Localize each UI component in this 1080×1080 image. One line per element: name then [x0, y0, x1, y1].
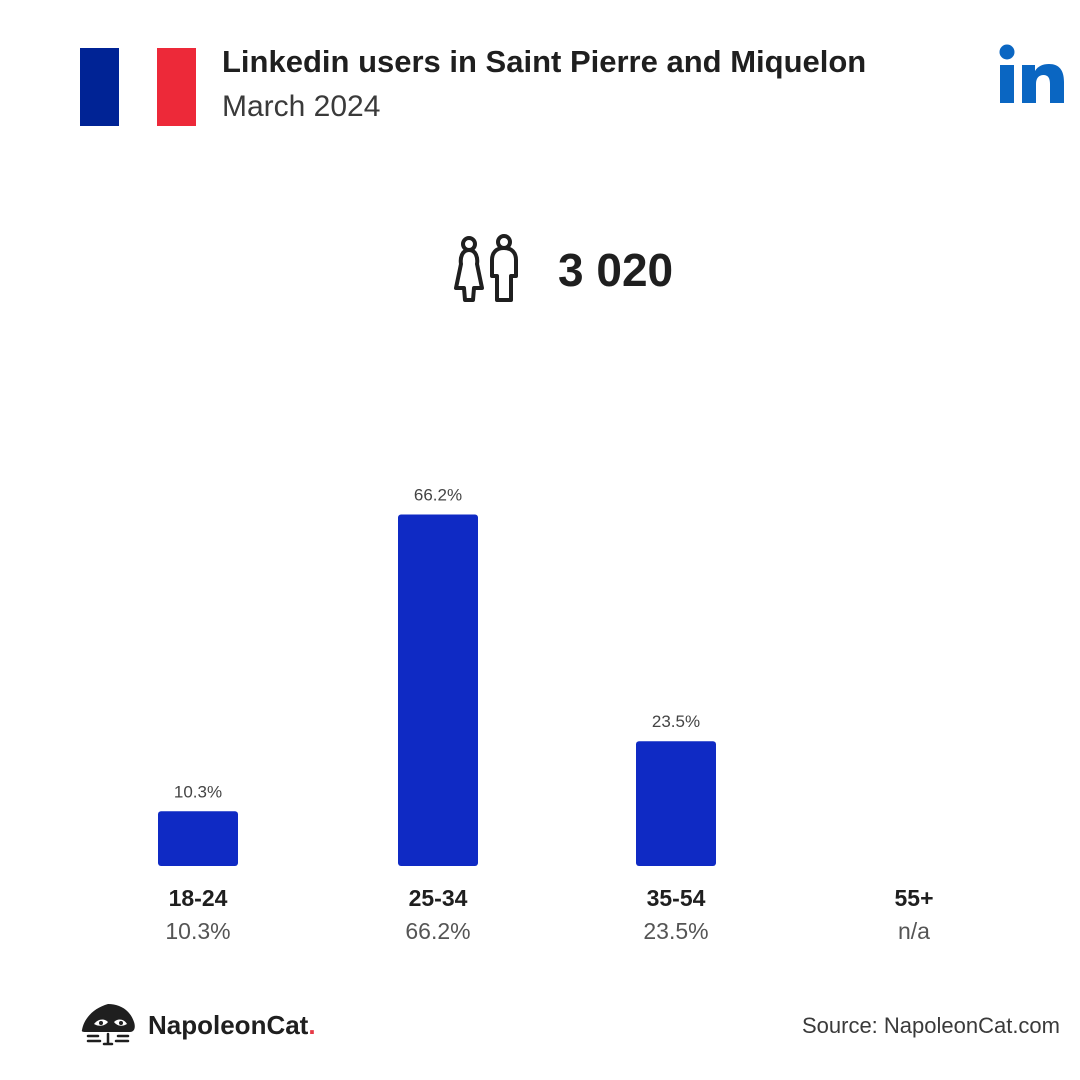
source-text: Source: NapoleonCat.com	[801, 1013, 1060, 1038]
category-sublabel: 23.5%	[643, 918, 708, 944]
total-users-value: 3 020	[558, 244, 674, 296]
category-sublabel: 10.3%	[165, 918, 230, 944]
bar-value-label: 23.5%	[652, 712, 700, 731]
page-title: Linkedin users in Saint Pierre and Mique…	[222, 44, 867, 79]
flag-stripe-blue	[80, 48, 119, 126]
category-label: 18-24	[169, 885, 228, 911]
category-sublabel: n/a	[898, 918, 930, 944]
bar-value-label: 66.2%	[414, 485, 462, 504]
brand-name: NapoleonCat.	[148, 1010, 316, 1041]
category-label: 25-34	[409, 885, 468, 911]
flag-stripe-red	[157, 48, 197, 126]
age-distribution-chart: 10.3% 18-24 10.3% 66.2% 25-34 66.2% 23.5% 35-54…	[158, 485, 934, 944]
brand-name-text: NapoleonCat	[148, 1009, 309, 1040]
linkedin-logo-icon	[999, 44, 1064, 103]
bar-value-label: 10.3%	[174, 782, 222, 801]
brand-name-dot: .	[308, 1009, 316, 1040]
category-label: 35-54	[647, 885, 706, 911]
bar-18-24	[158, 811, 238, 866]
category-label: 55+	[894, 885, 933, 911]
bar-25-34	[398, 514, 478, 866]
total-users-block: 3 020	[452, 234, 673, 306]
people-icon	[454, 234, 518, 302]
napoleoncat-logo-icon	[81, 1004, 135, 1046]
napoleoncat-logo: NapoleonCat.	[78, 1000, 316, 1050]
page-subtitle: March 2024	[222, 90, 381, 123]
flag-stripe-white	[118, 48, 158, 126]
france-flag-icon	[80, 48, 197, 126]
category-sublabel: 66.2%	[405, 918, 470, 944]
bar-35-54	[636, 741, 716, 866]
